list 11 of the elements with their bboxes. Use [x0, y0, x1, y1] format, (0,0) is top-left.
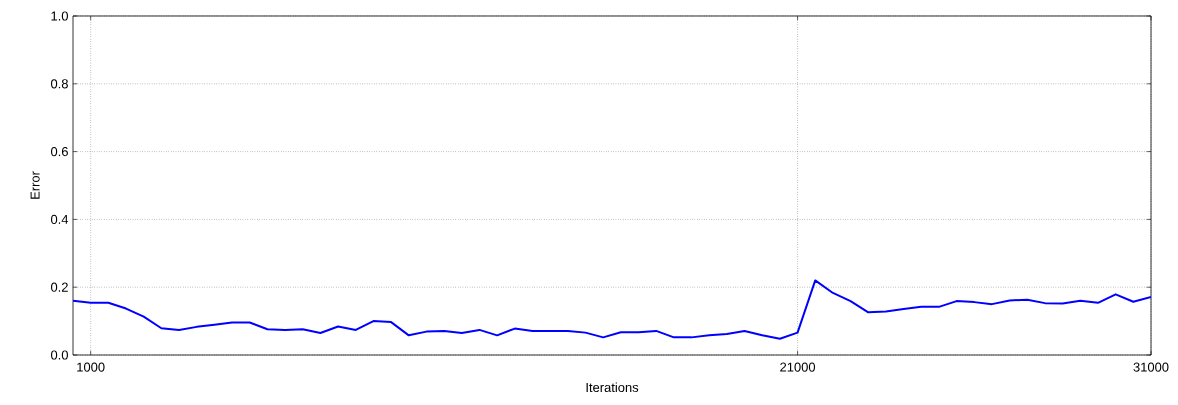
- y-tick-label: 0.6: [50, 147, 68, 157]
- y-tick-label: 0.2: [50, 282, 68, 292]
- x-tick-label: 1000: [77, 362, 105, 372]
- x-axis-title: Iterations: [586, 382, 639, 393]
- y-axis-title: Error: [30, 171, 40, 199]
- y-tick-label: 0.4: [50, 214, 69, 224]
- x-tick-label: 31000: [1133, 362, 1169, 372]
- y-tick-label: 0.0: [50, 350, 68, 360]
- y-tick-label: 0.8: [50, 79, 68, 89]
- y-tick-label: 1.0: [51, 11, 68, 21]
- x-tick-label: 21000: [780, 362, 816, 372]
